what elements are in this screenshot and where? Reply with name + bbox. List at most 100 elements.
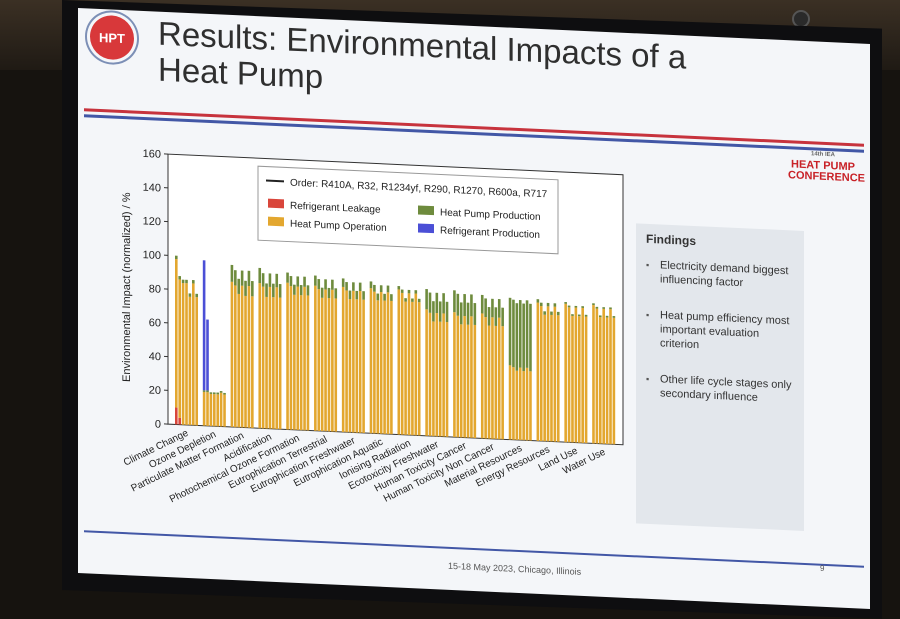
bar-segment bbox=[585, 316, 588, 443]
bar-segment bbox=[345, 282, 348, 291]
bar-segment bbox=[331, 280, 334, 290]
bar-segment bbox=[602, 309, 605, 444]
bar-segment bbox=[290, 286, 293, 430]
bar-segment bbox=[241, 270, 244, 285]
bar-segment bbox=[244, 296, 247, 428]
bar-segment bbox=[317, 289, 320, 431]
bar-segment bbox=[457, 316, 460, 438]
bar-segment bbox=[373, 292, 376, 434]
bar-segment bbox=[182, 283, 185, 425]
bar-segment bbox=[383, 294, 386, 301]
bar-segment bbox=[425, 289, 428, 309]
bar-segment bbox=[314, 286, 317, 431]
bar-segment bbox=[526, 368, 529, 441]
bar-segment bbox=[262, 287, 265, 429]
bar-segment bbox=[411, 298, 414, 301]
bar-segment bbox=[300, 295, 303, 430]
bar-segment bbox=[602, 307, 605, 309]
bar-segment bbox=[498, 318, 501, 440]
bar-segment bbox=[467, 325, 470, 438]
bar-segment bbox=[234, 285, 237, 427]
bar-segment bbox=[213, 394, 216, 426]
presentation-slide: HPT Results: Environmental Impacts of a … bbox=[78, 8, 870, 609]
bar-segment bbox=[484, 298, 487, 317]
bar-segment bbox=[355, 291, 358, 300]
y-axis-label: Environmental Impact (normalized) / % bbox=[121, 192, 133, 382]
bar-segment bbox=[387, 292, 390, 434]
bar-segment bbox=[220, 393, 223, 427]
bar-segment bbox=[275, 274, 278, 288]
bar-segment bbox=[182, 280, 185, 283]
bar-segment bbox=[251, 281, 254, 296]
bar-segment bbox=[203, 260, 206, 390]
bar-segment bbox=[210, 392, 213, 394]
bar-segment bbox=[512, 367, 515, 440]
bar-segment bbox=[352, 282, 355, 291]
bar-segment bbox=[522, 371, 525, 440]
bar-segment bbox=[237, 279, 240, 294]
bar-segment bbox=[192, 283, 195, 425]
bar-segment bbox=[223, 395, 226, 427]
bar-segment bbox=[359, 291, 362, 433]
bar-segment bbox=[231, 265, 234, 282]
bar-segment bbox=[345, 290, 348, 432]
bar-segment bbox=[509, 298, 512, 366]
bar-segment bbox=[175, 256, 178, 259]
hpt-logo: HPT bbox=[90, 15, 134, 61]
bar-segment bbox=[307, 295, 310, 430]
bar-segment bbox=[411, 302, 414, 435]
bar-segment bbox=[286, 283, 289, 430]
footer-date: 15-18 May 2023, Chicago, Illinois bbox=[448, 561, 581, 577]
bar-segment bbox=[241, 286, 244, 428]
y-tick-label: 20 bbox=[149, 384, 161, 397]
bar-segment bbox=[425, 309, 428, 436]
bar-segment bbox=[398, 289, 401, 434]
bar-segment bbox=[401, 293, 404, 435]
bar-segment bbox=[231, 282, 234, 427]
bar-segment bbox=[352, 291, 355, 433]
bar-segment bbox=[210, 394, 213, 426]
bar-segment bbox=[269, 273, 272, 287]
bar-segment bbox=[342, 287, 345, 432]
bar-segment bbox=[272, 284, 275, 298]
bar-segment bbox=[279, 284, 282, 298]
findings-panel: Findings Electricity demand biggest infl… bbox=[636, 223, 804, 531]
bar-segment bbox=[501, 308, 504, 327]
bar-segment bbox=[258, 283, 261, 428]
bar-segment bbox=[349, 299, 352, 432]
bar-segment bbox=[470, 316, 473, 438]
bar-segment bbox=[547, 306, 550, 441]
y-tick-label: 140 bbox=[143, 182, 161, 195]
bar-segment bbox=[248, 271, 251, 286]
bar-segment bbox=[581, 306, 584, 308]
bar-segment bbox=[248, 286, 251, 428]
bar-segment bbox=[543, 315, 546, 442]
bar-segment bbox=[324, 279, 327, 289]
bar-segment bbox=[436, 313, 439, 436]
bar-segment bbox=[175, 408, 178, 425]
bar-segment bbox=[334, 298, 337, 431]
bar-segment bbox=[474, 325, 477, 438]
y-tick-label: 80 bbox=[149, 283, 161, 296]
bar-segment bbox=[376, 293, 379, 300]
bar-segment bbox=[206, 390, 209, 392]
bar-segment bbox=[578, 314, 581, 316]
bar-segment bbox=[571, 314, 574, 316]
bar-segment bbox=[519, 300, 522, 368]
bar-segment bbox=[223, 393, 226, 395]
bar-segment bbox=[216, 393, 219, 395]
bar-segment bbox=[362, 300, 365, 433]
bar-segment bbox=[467, 303, 470, 325]
bar-segment bbox=[404, 302, 407, 435]
bar-segment bbox=[606, 317, 609, 444]
bar-segment bbox=[540, 306, 543, 441]
bar-segment bbox=[474, 303, 477, 325]
bar-segment bbox=[501, 326, 504, 439]
bar-segment bbox=[303, 287, 306, 431]
bar-segment bbox=[390, 294, 393, 301]
bar-segment bbox=[328, 298, 331, 431]
bar-segment bbox=[370, 288, 373, 433]
bar-segment bbox=[290, 276, 293, 286]
bar-segment bbox=[355, 299, 358, 432]
